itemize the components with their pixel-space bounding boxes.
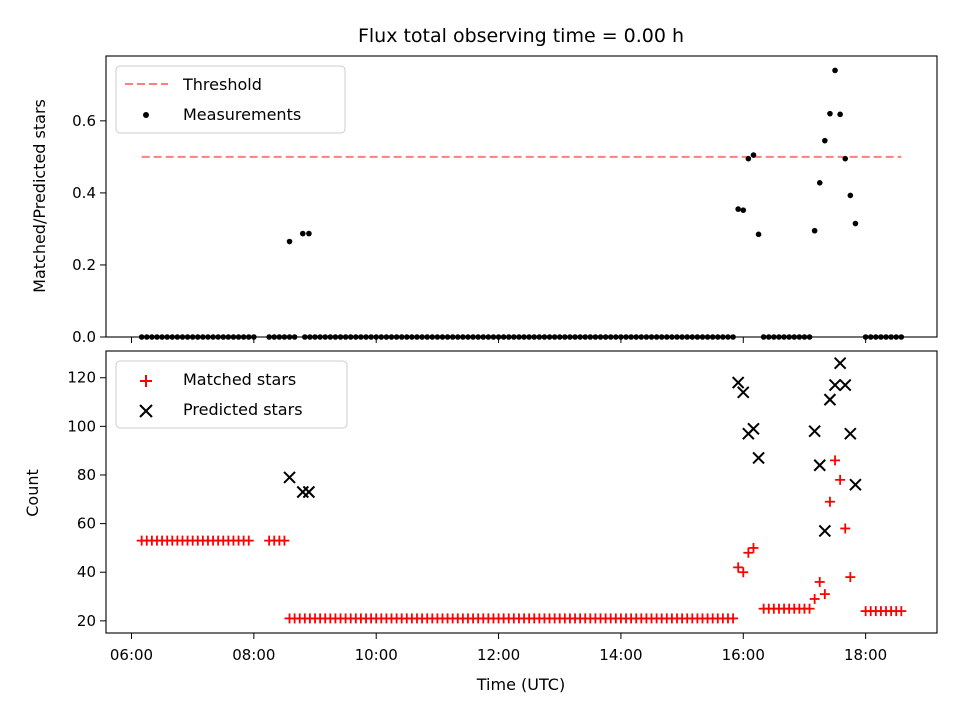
matched-star-marker (279, 535, 290, 546)
predicted-star-marker (849, 478, 862, 491)
measurement-point (816, 180, 823, 186)
x-tick-label: 14:00 (599, 646, 642, 664)
predicted-star-marker (844, 427, 857, 440)
measurement-point (837, 111, 843, 118)
count-y-tick-label: 100 (67, 417, 96, 435)
predicted-star-markers (283, 356, 862, 538)
ratio-y-tick-label: 0.0 (72, 328, 96, 346)
measurement-point (286, 238, 293, 245)
x-tick-label: 18:00 (844, 646, 887, 664)
x-tick-label: 10:00 (355, 646, 398, 664)
measurement-point (827, 110, 833, 117)
matched-star-marker (733, 562, 744, 573)
x-axis-label: Time (UTC) (476, 675, 565, 694)
legend-threshold-label: Threshold (182, 75, 262, 94)
measurement-point (750, 152, 757, 158)
legend-predicted-swatch (139, 404, 153, 418)
ratio-legend: Threshold Measurements (115, 65, 346, 134)
count-y-tick-label: 40 (77, 563, 96, 581)
predicted-star-marker (752, 451, 765, 465)
matched-star-marker (804, 603, 815, 614)
ratio-plot: 0.0 0.2 0.4 0.6 Matched/Predicted stars Thr… (30, 55, 938, 346)
count-y-ticks: 20 40 60 80 100 120 (67, 369, 106, 630)
count-legend: Matched stars Predicted stars (115, 360, 348, 429)
count-plot: 20 40 60 80 100 120 06:00 08:00 10:00 12:00 14:00… (23, 350, 938, 694)
x-tick-label: 12:00 (477, 646, 520, 664)
matched-star-markers (136, 455, 907, 624)
matched-star-marker (896, 606, 907, 617)
measurement-point (299, 230, 306, 237)
predicted-star-marker (813, 459, 826, 472)
legend-matched-swatch (140, 375, 152, 387)
count-y-tick-label: 80 (77, 466, 96, 484)
measurement-point (842, 155, 849, 162)
chart-title: Flux total observing time = 0.00 h (358, 25, 684, 47)
predicted-star-marker (302, 485, 316, 499)
measurement-point (740, 207, 747, 213)
predicted-star-marker (808, 425, 821, 438)
ratio-y-tick-label: 0.2 (72, 256, 96, 274)
measurement-point (745, 155, 752, 162)
predicted-star-marker (737, 386, 750, 399)
ratio-y-tick-label: 0.6 (72, 112, 96, 130)
legend-measurements-label: Measurements (183, 105, 301, 124)
count-y-tick-label: 60 (77, 515, 96, 533)
measurement-point (811, 227, 818, 234)
predicted-star-marker (731, 376, 745, 389)
matched-star-marker (845, 572, 856, 583)
x-tick-label: 16:00 (722, 646, 765, 664)
legend-matched-label: Matched stars (183, 370, 296, 389)
measurement-point (822, 137, 828, 144)
matched-star-marker (728, 613, 739, 624)
count-legend-box (115, 360, 348, 429)
measurement-point (735, 206, 741, 212)
count-plot-frame (105, 350, 938, 634)
measurement-point (832, 67, 838, 74)
predicted-star-marker (828, 378, 842, 392)
matched-star-marker (743, 547, 754, 558)
legend-measurements-swatch (143, 112, 149, 118)
predicted-star-marker (283, 471, 296, 484)
matched-star-marker (738, 567, 749, 578)
matched-star-marker (243, 535, 254, 546)
matched-star-marker (835, 474, 846, 485)
ratio-y-tick-label: 0.4 (72, 184, 96, 202)
matched-star-marker (840, 523, 851, 534)
count-x-ticks: 06:00 08:00 10:00 12:00 14:00 16:00 18:00 (110, 633, 887, 664)
predicted-star-marker (833, 356, 847, 370)
ratio-y-axis-label: Matched/Predicted stars (30, 99, 49, 293)
matched-star-marker (824, 496, 835, 507)
measurement-point (852, 220, 859, 227)
count-y-tick-label: 20 (77, 612, 96, 630)
matched-star-marker (748, 542, 759, 553)
matched-star-marker (819, 589, 830, 600)
predicted-star-marker (747, 422, 760, 436)
measurement-point (847, 192, 854, 199)
legend-predicted-label: Predicted stars (183, 400, 303, 419)
x-tick-label: 06:00 (110, 646, 153, 664)
ratio-y-ticks: 0.0 0.2 0.4 0.6 (72, 112, 106, 346)
matched-star-marker (814, 576, 825, 587)
measurement-point (755, 231, 762, 238)
x-tick-label: 08:00 (232, 646, 275, 664)
count-y-tick-label: 120 (67, 369, 96, 387)
matched-star-marker (809, 593, 820, 604)
ratio-legend-box (115, 65, 346, 134)
predicted-star-marker (839, 378, 852, 392)
predicted-star-marker (818, 524, 832, 538)
ratio-plot-frame (105, 55, 938, 338)
matched-star-marker (830, 455, 841, 466)
count-y-axis-label: Count (23, 469, 42, 517)
measurement-point (306, 230, 312, 237)
predicted-star-marker (823, 393, 837, 406)
